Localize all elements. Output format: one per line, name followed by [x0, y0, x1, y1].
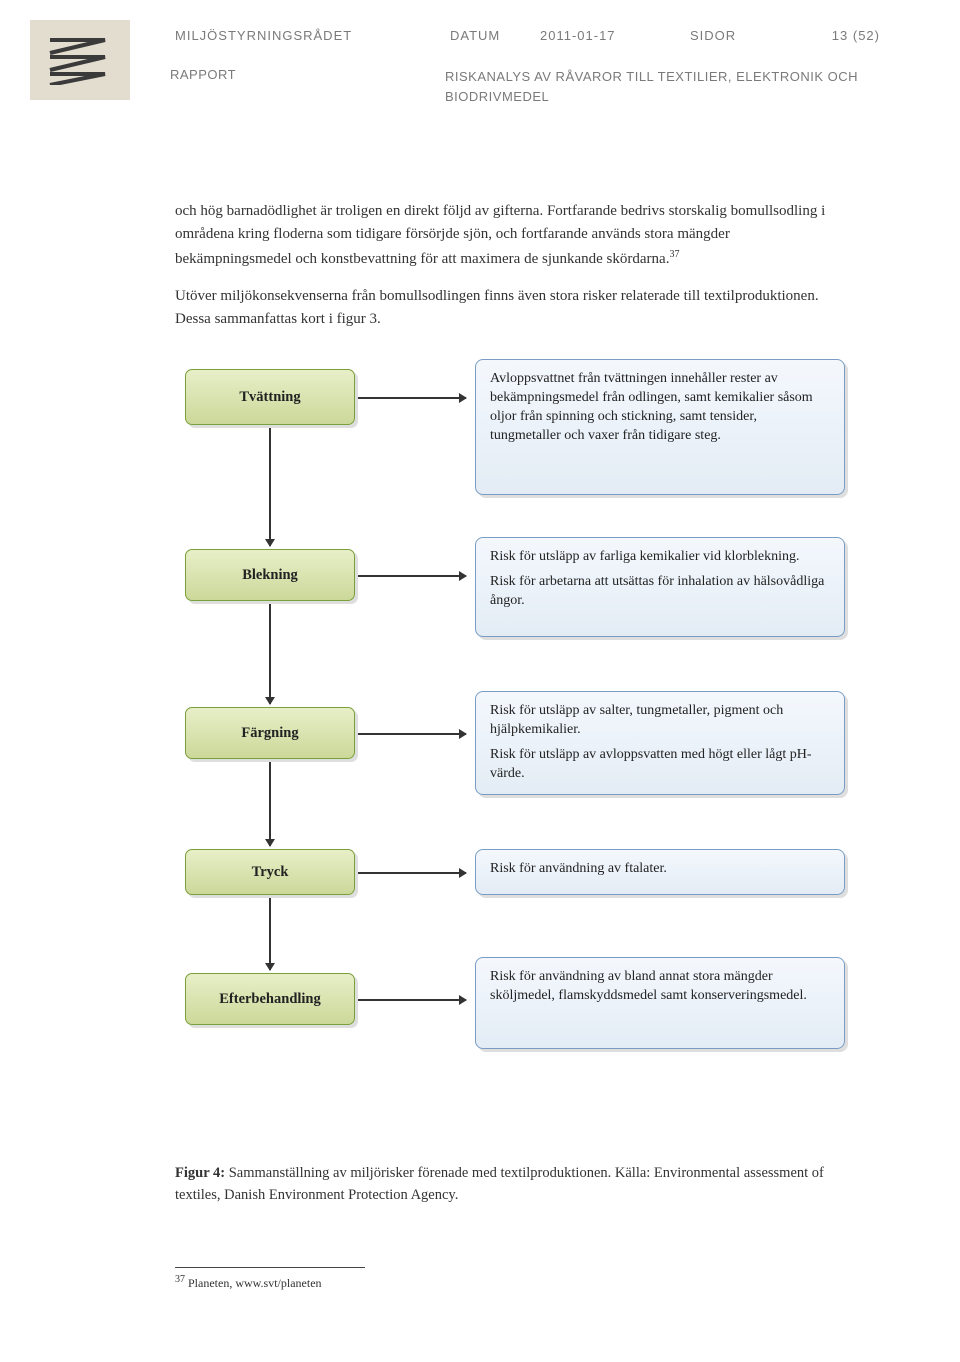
- arrow-right: [358, 999, 466, 1001]
- risk-text: Risk för utsläpp av avloppsvatten med hö…: [490, 746, 830, 784]
- footnote-37: 37 Planeten, www.svt/planeten: [175, 1274, 960, 1291]
- paragraph-2: Utöver miljökonsekvenserna från bomullso…: [175, 285, 850, 332]
- arrow-down: [269, 428, 271, 546]
- header-subtitle-row: RAPPORT RISKANALYS AV RÅVAROR TILL TEXTI…: [170, 67, 900, 106]
- process-box: Blekning: [185, 549, 355, 601]
- risk-text: Risk för utsläpp av farliga kemikalier v…: [490, 548, 830, 567]
- logo: [30, 20, 130, 100]
- risk-box: Risk för användning av bland annat stora…: [475, 957, 845, 1049]
- risk-box: Avloppsvattnet från tvättningen innehåll…: [475, 359, 845, 495]
- process-box: Färgning: [185, 707, 355, 759]
- org-name: MILJÖSTYRNINGSRÅDET: [175, 28, 450, 43]
- risk-text: Risk för användning av bland annat stora…: [490, 968, 830, 1006]
- risk-box: Risk för utsläpp av farliga kemikalier v…: [475, 537, 845, 637]
- footnote-ref-37: 37: [669, 249, 679, 260]
- body-text: och hög barnadödlighet är troligen en di…: [175, 200, 850, 331]
- risk-text: Avloppsvattnet från tvättningen innehåll…: [490, 370, 830, 446]
- report-subtitle: RISKANALYS AV RÅVAROR TILL TEXTILIER, EL…: [445, 67, 900, 106]
- process-diagram: Tvättning Avloppsvattnet från tvättningen…: [175, 359, 875, 1149]
- arrow-down: [269, 762, 271, 846]
- process-box: Tryck: [185, 849, 355, 895]
- footnote-rule: [175, 1267, 365, 1268]
- risk-text: Risk för utsläpp av salter, tungmetaller…: [490, 702, 830, 740]
- process-box: Efterbehandling: [185, 973, 355, 1025]
- sidor-label: SIDOR: [690, 28, 800, 43]
- risk-box: Risk för användning av ftalater.: [475, 849, 845, 895]
- figure-text: Sammanställning av miljörisker förenade …: [175, 1165, 824, 1203]
- arrow-right: [358, 397, 466, 399]
- arrow-right: [358, 733, 466, 735]
- arrow-right: [358, 872, 466, 874]
- figure-label: Figur 4:: [175, 1165, 225, 1181]
- datum-label: DATUM: [450, 28, 540, 43]
- risk-text: Risk för arbetarna att utsättas för inha…: [490, 573, 830, 611]
- paragraph-1: och hög barnadödlighet är troligen en di…: [175, 200, 850, 271]
- risk-box: Risk för utsläpp av salter, tungmetaller…: [475, 691, 845, 795]
- figure-caption: Figur 4: Sammanställning av miljörisker …: [175, 1163, 850, 1207]
- header-meta-row: MILJÖSTYRNINGSRÅDET DATUM 2011-01-17 SID…: [175, 28, 900, 43]
- arrow-down: [269, 898, 271, 970]
- process-box: Tvättning: [185, 369, 355, 425]
- arrow-right: [358, 575, 466, 577]
- page-header: MILJÖSTYRNINGSRÅDET DATUM 2011-01-17 SID…: [0, 0, 960, 130]
- datum-value: 2011-01-17: [540, 28, 690, 43]
- sidor-value: 13 (52): [800, 28, 880, 43]
- risk-text: Risk för användning av ftalater.: [490, 860, 830, 879]
- rapport-label: RAPPORT: [170, 67, 445, 106]
- arrow-down: [269, 604, 271, 704]
